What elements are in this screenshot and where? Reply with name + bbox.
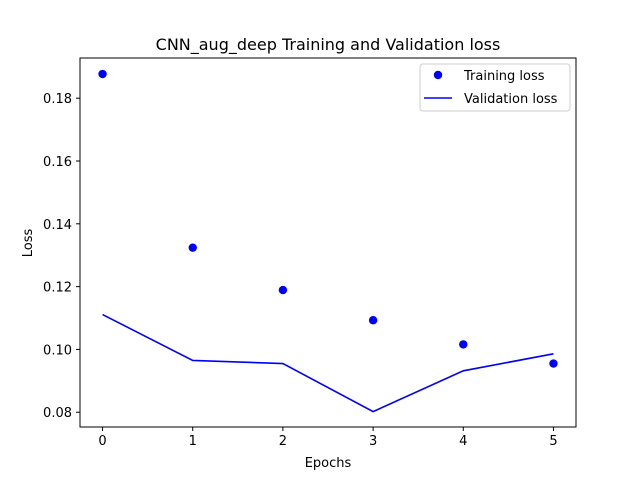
y-tick-label: 0.08 xyxy=(43,406,72,421)
y-tick-label: 0.10 xyxy=(43,343,72,358)
training-loss-point xyxy=(278,285,288,295)
legend-label-validation-loss: Validation loss xyxy=(464,92,558,107)
training-loss-point xyxy=(549,359,558,368)
plot-area-frame xyxy=(79,57,577,428)
validation-loss-line xyxy=(102,313,554,413)
y-tick-label: 0.14 xyxy=(43,218,72,233)
x-tick-label: 3 xyxy=(369,434,377,449)
legend-label-training-loss: Training loss xyxy=(463,69,545,84)
legend-marker-training-loss xyxy=(433,70,443,80)
x-axis-label: Epochs xyxy=(305,456,352,471)
y-axis-label: Loss xyxy=(21,229,36,258)
x-tick-label: 5 xyxy=(549,434,557,449)
y-tick-label: 0.18 xyxy=(43,92,72,107)
y-axis-ticks: 0.08 0.10 0.12 0.14 0.16 0.18 xyxy=(43,92,80,421)
legend-box xyxy=(419,63,571,112)
x-tick-label: 1 xyxy=(189,434,197,449)
y-tick-label: 0.16 xyxy=(43,155,72,170)
training-loss-point xyxy=(188,243,197,252)
x-tick-label: 2 xyxy=(279,434,287,449)
chart-title: CNN_aug_deep Training and Validation los… xyxy=(156,35,501,55)
training-loss-point xyxy=(98,69,107,79)
training-loss-point xyxy=(368,316,378,325)
x-axis-ticks: 0 1 2 3 4 5 xyxy=(98,427,558,449)
training-loss-points xyxy=(98,69,558,368)
training-loss-point xyxy=(459,340,468,349)
y-tick-label: 0.12 xyxy=(43,281,72,296)
legend: Training loss Validation loss xyxy=(419,63,571,112)
x-tick-label: 4 xyxy=(459,434,467,449)
x-tick-label: 0 xyxy=(98,434,106,449)
